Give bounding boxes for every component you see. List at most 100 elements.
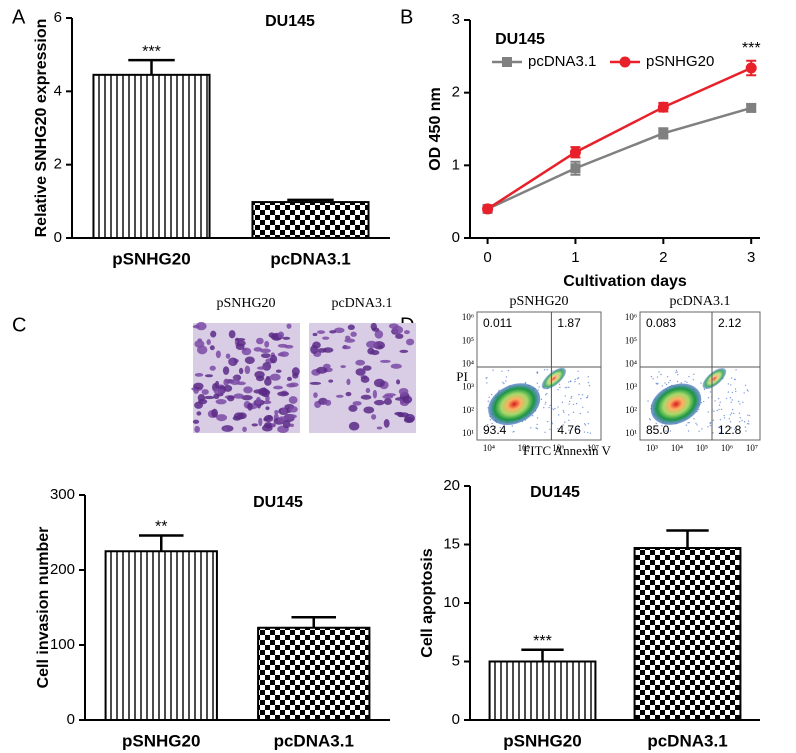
y-tick-label: 15	[443, 535, 460, 552]
flow-event	[549, 404, 551, 407]
flow-event	[693, 418, 695, 420]
flow-event	[735, 369, 737, 371]
cell-stain	[374, 330, 384, 339]
flow-event	[576, 377, 579, 380]
flow-event	[730, 401, 732, 404]
flow-event	[713, 410, 715, 412]
cell-stain	[322, 336, 330, 340]
flow-event	[569, 380, 572, 383]
flow-event	[567, 414, 570, 416]
flow-event	[660, 373, 662, 376]
y-tick-label: 0	[452, 229, 460, 246]
flow-event	[538, 386, 540, 388]
cell-stain	[322, 347, 334, 353]
cell-stain	[233, 412, 245, 420]
cell-stain	[196, 345, 208, 355]
cell-stain	[324, 399, 332, 406]
flow-event	[554, 407, 556, 410]
flow-event	[743, 421, 746, 423]
image-label: pcDNA3.1	[331, 296, 392, 311]
flow-event	[697, 409, 700, 411]
flow-event	[661, 385, 663, 387]
cell-stain	[262, 400, 272, 405]
flow-event	[719, 418, 722, 421]
flow-event	[551, 422, 554, 425]
cell-stain	[350, 331, 357, 337]
cell-stain	[316, 366, 328, 374]
cell-stain	[274, 410, 279, 415]
flow-event	[747, 414, 749, 416]
flow-event	[730, 427, 733, 429]
flow-event	[564, 395, 566, 397]
flow-event	[712, 432, 714, 434]
x-tick-label: 0	[483, 249, 491, 266]
flow-event	[747, 390, 749, 392]
cell-stain	[341, 345, 351, 350]
cell-stain	[288, 406, 298, 413]
flow-event	[532, 415, 534, 417]
cell-stain	[206, 339, 211, 346]
flow-plot-label: pcDNA3.1	[669, 294, 730, 309]
cell-stain	[328, 379, 334, 383]
cell-stain	[258, 417, 263, 427]
flow-event	[589, 432, 592, 434]
cell-stain	[235, 343, 245, 350]
flow-event	[537, 389, 539, 391]
cell-stain	[268, 332, 275, 338]
flow-y-tick: 10³	[462, 382, 474, 392]
y-axis-label: OD 450 nm	[427, 87, 444, 171]
cell-stain	[213, 393, 220, 400]
flow-event	[568, 400, 571, 403]
cell-stain	[345, 391, 352, 397]
cell-stain	[194, 425, 200, 433]
cell-stain	[232, 375, 238, 380]
bar	[257, 626, 371, 721]
legend-marker	[619, 56, 631, 68]
panel-letter: C	[12, 314, 26, 336]
flow-density	[541, 367, 566, 390]
flow-event	[738, 421, 741, 423]
cell-stain	[340, 365, 346, 369]
flow-event	[563, 411, 565, 413]
flow-event	[577, 377, 580, 379]
flow-event	[665, 430, 667, 432]
cell-stain	[312, 332, 318, 337]
flow-event	[723, 414, 725, 417]
cell-stain	[194, 340, 205, 348]
flow-event	[557, 389, 559, 391]
y-tick-label: 2	[452, 84, 460, 101]
flow-event	[557, 428, 559, 430]
cell-stain	[376, 426, 383, 430]
cell-stain	[405, 338, 415, 346]
flow-event	[735, 427, 737, 429]
flow-event	[647, 400, 649, 402]
cell-stain	[309, 381, 322, 385]
cell-stain	[201, 389, 209, 395]
y-tick-label: 5	[452, 652, 460, 669]
cell-stain	[333, 327, 345, 334]
flow-event	[499, 426, 501, 429]
flow-event	[730, 384, 732, 386]
cell-stain	[269, 354, 278, 364]
flow-event	[658, 371, 660, 373]
flow-event	[574, 381, 576, 383]
flow-event	[730, 412, 733, 414]
flow-event	[720, 408, 723, 411]
flow-event	[505, 380, 507, 382]
flow-event	[502, 381, 504, 384]
flow-event	[649, 419, 652, 421]
flow-event	[582, 406, 584, 409]
significance: ***	[142, 43, 161, 60]
flow-y-label: PI	[456, 369, 468, 384]
bar	[633, 547, 742, 722]
flow-event	[735, 390, 737, 393]
flow-event	[568, 403, 570, 405]
flow-event	[584, 424, 587, 426]
legend-marker	[502, 57, 512, 67]
flow-event	[723, 417, 726, 419]
flow-event	[545, 401, 547, 403]
flow-event	[574, 378, 576, 381]
y-tick-label: 300	[50, 486, 75, 503]
flow-event	[559, 386, 561, 389]
